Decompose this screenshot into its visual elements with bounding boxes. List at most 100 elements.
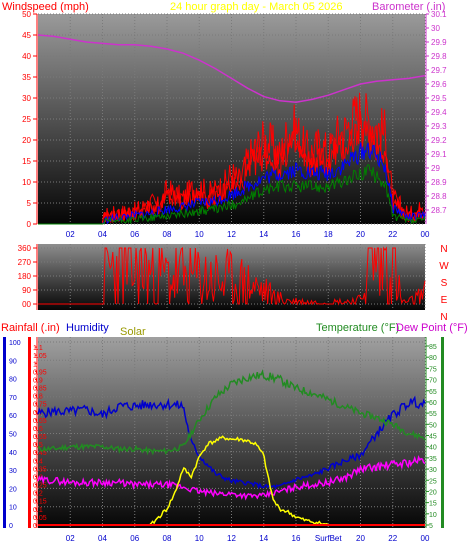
barometer-tick-label: 29 <box>431 164 440 173</box>
wind-x-tick-label: 16 <box>292 230 301 239</box>
temperature-tick-label: 75 <box>429 366 437 373</box>
direction-tick-label: 180 <box>18 272 32 281</box>
humidity-tick-label: 30 <box>9 468 17 475</box>
barometer-y-axis-right: 28.7 28.8 28.9 29 29.1 29.2 29.3 29.4 29.5 29.6 29… <box>425 10 447 224</box>
rainfall-tick-label: 0.5 <box>33 442 43 449</box>
humidity-axis-bar <box>3 337 6 528</box>
wind-left-tick-label: 50 <box>22 10 31 19</box>
wind-x-tick-label: 00 <box>421 230 430 239</box>
rainfall-tick-label: 0.55 <box>33 434 47 441</box>
direction-tick-label: 360 <box>18 244 32 253</box>
humidity-label: Humidity <box>66 322 109 334</box>
compass-letter: S <box>441 278 448 289</box>
wind-x-tick-label: 20 <box>356 230 365 239</box>
temperature-tick-label: 55 <box>429 411 437 418</box>
rainfall-tick-label: 0.85 <box>33 386 47 393</box>
barometer-tick-label: 29.8 <box>431 52 447 61</box>
climate-x-tick-label: 06 <box>130 534 139 543</box>
wind-x-tick-label: 12 <box>227 230 236 239</box>
direction-y-axis: 00 90 180 270 360 <box>18 244 38 310</box>
climate-x-axis: 02 04 06 08 10 12 14 16 SurfBet 20 22 00 <box>66 534 430 543</box>
barometer-tick-label: 28.9 <box>431 178 447 187</box>
temperature-tick-label: 25 <box>429 478 437 485</box>
barometer-tick-label: 29.9 <box>431 38 447 47</box>
rainfall-tick-label: 1 <box>33 361 37 368</box>
temperature-tick-label: 10 <box>429 512 437 519</box>
rainfall-tick-label: 0.45 <box>33 450 47 457</box>
wind-x-tick-label: 08 <box>163 230 172 239</box>
humidity-tick-label: 10 <box>9 505 17 512</box>
barometer-tick-label: 29.4 <box>431 108 447 117</box>
humidity-tick-label: 0 <box>9 523 13 530</box>
compass-letter: N <box>440 244 447 255</box>
direction-tick-label: 00 <box>22 300 31 309</box>
humidity-tick-label: 70 <box>9 395 17 402</box>
compass-letter: N <box>440 312 447 323</box>
rainfall-tick-label: 1.05 <box>33 353 47 360</box>
barometer-tick-label: 29.6 <box>431 80 447 89</box>
wind-x-tick-label: 10 <box>195 230 204 239</box>
dewpoint-series <box>37 455 426 501</box>
temperature-tick-label: 40 <box>429 445 437 452</box>
climate-series <box>37 369 426 526</box>
direction-series <box>38 246 426 306</box>
climate-x-tick-label: 08 <box>163 534 172 543</box>
barometer-tick-label: 28.7 <box>431 206 447 215</box>
climate-x-tick-label: 12 <box>227 534 236 543</box>
wind-left-tick-label: 30 <box>22 94 31 103</box>
temperature-tick-label: 45 <box>429 434 437 441</box>
barometer-tick-label: 29.3 <box>431 122 447 131</box>
windspeed-label: Windspeed (mph) <box>2 1 89 13</box>
rainfall-tick-label: 0.8 <box>33 394 43 401</box>
rainfall-tick-label: 0.35 <box>33 466 47 473</box>
wind-left-tick-label: 45 <box>22 31 31 40</box>
temperature-label: Temperature (°F) <box>316 322 400 334</box>
barometer-series <box>37 34 426 103</box>
climate-x-tick-label: 00 <box>421 534 430 543</box>
solar-label: Solar <box>120 326 146 338</box>
wind-x-tick-label: 06 <box>130 230 139 239</box>
temperature-tick-label: 5 <box>429 523 433 530</box>
temperature-tick-label: 35 <box>429 456 437 463</box>
temperature-tick-label: 85 <box>429 344 437 351</box>
temperature-tick-label: 20 <box>429 489 437 496</box>
rainfall-tick-label: 0.4 <box>33 458 43 465</box>
chart-title: 24 hour graph day - March 05 2026 <box>170 1 343 13</box>
temperature-tick-label: 15 <box>429 501 437 508</box>
temperature-axis-bar <box>441 337 444 528</box>
compass-letter: E <box>441 295 448 306</box>
humidity-tick-label: 60 <box>9 413 17 420</box>
barometer-tick-label: 28.8 <box>431 192 447 201</box>
wind-series <box>37 34 426 225</box>
barometer-label: Barometer (.in) <box>372 1 446 13</box>
humidity-tick-label: 100 <box>9 340 21 347</box>
climate-x-tick-label: 20 <box>356 534 365 543</box>
rainfall-tick-label: 1.1 <box>33 345 43 352</box>
barometer-tick-label: 30.1 <box>431 10 447 19</box>
wind-x-axis: 02 04 06 08 10 12 14 16 18 20 22 00 <box>66 230 430 239</box>
rainfall-tick-label: 0 <box>33 523 37 530</box>
climate-x-tick-label: 10 <box>195 534 204 543</box>
climate-x-tick-label: 16 <box>292 534 301 543</box>
wind-y-axis-left: 0 5 10 15 20 25 30 35 40 45 50 <box>22 10 38 229</box>
wind-left-tick-label: 20 <box>22 136 31 145</box>
barometer-tick-label: 29.7 <box>431 66 447 75</box>
climate-x-tick-label: SurfBet <box>315 534 342 543</box>
temperature-tick-label: 50 <box>429 422 437 429</box>
wind-x-tick-label: 18 <box>324 230 333 239</box>
direction-tick-label: 270 <box>18 258 32 267</box>
wind-x-tick-label: 02 <box>66 230 75 239</box>
rainfall-y-axis: 00.050.10.150.20.25 0.30.350.40.450.50.55… <box>33 337 47 530</box>
rainfall-tick-label: 0.3 <box>33 474 43 481</box>
compass-letter: W <box>439 261 449 272</box>
wind-x-tick-label: 22 <box>388 230 397 239</box>
rainfall-tick-label: 0.25 <box>33 483 47 490</box>
wind-left-tick-label: 25 <box>22 115 31 124</box>
direction-series <box>38 246 426 306</box>
wind-left-tick-label: 10 <box>22 178 31 187</box>
temperature-tick-label: 70 <box>429 378 437 385</box>
temperature-tick-label: 30 <box>429 467 437 474</box>
wind-left-tick-label: 15 <box>22 157 31 166</box>
barometer-tick-label: 29.5 <box>431 94 447 103</box>
